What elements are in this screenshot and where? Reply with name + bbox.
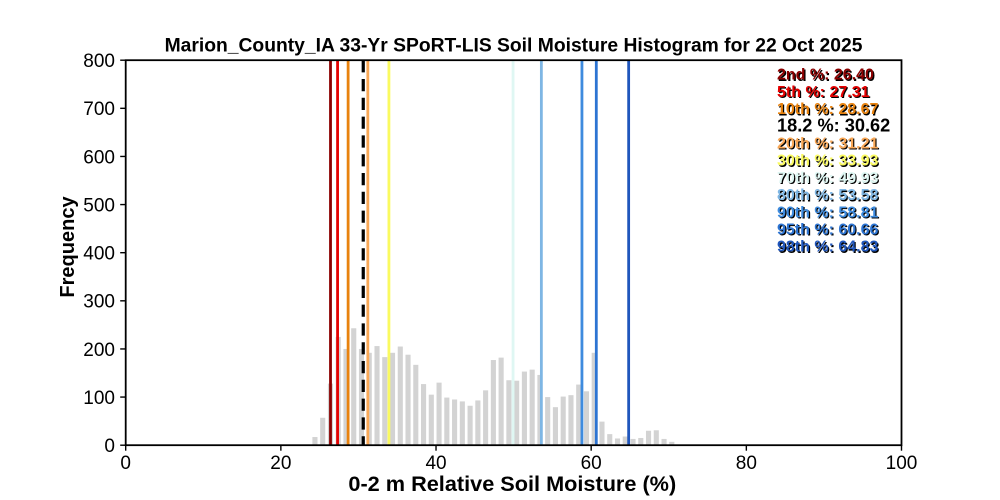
svg-text:18.2 %: 30.62: 18.2 %: 30.62	[777, 115, 890, 135]
svg-text:700: 700	[83, 99, 115, 120]
svg-text:0: 0	[104, 436, 115, 457]
svg-text:90th %: 58.81: 90th %: 58.81	[778, 206, 879, 223]
svg-text:300: 300	[83, 292, 115, 313]
svg-text:2nd %: 26.40: 2nd %: 26.40	[778, 68, 875, 85]
svg-text:10th %: 28.67: 10th %: 28.67	[777, 101, 878, 118]
svg-text:80th %: 53.58: 80th %: 53.58	[778, 188, 879, 205]
svg-text:90th %: 58.81: 90th %: 58.81	[777, 204, 878, 221]
svg-text:800: 800	[83, 51, 115, 72]
svg-text:100: 100	[83, 388, 115, 409]
svg-text:95th %: 60.66: 95th %: 60.66	[777, 222, 878, 239]
svg-text:Frequency: Frequency	[57, 196, 79, 298]
svg-text:70th %: 49.93: 70th %: 49.93	[777, 170, 878, 187]
svg-text:30th %: 33.93: 30th %: 33.93	[778, 154, 879, 171]
svg-text:40: 40	[425, 453, 446, 474]
svg-text:60: 60	[581, 453, 602, 474]
svg-text:0: 0	[120, 453, 131, 474]
svg-text:5th %: 27.31: 5th %: 27.31	[778, 85, 871, 102]
svg-text:95th %: 60.66: 95th %: 60.66	[778, 223, 879, 240]
svg-text:70th %: 49.93: 70th %: 49.93	[778, 171, 879, 188]
svg-text:20th %: 31.21: 20th %: 31.21	[778, 137, 879, 154]
svg-text:10th %: 28.67: 10th %: 28.67	[778, 102, 879, 119]
svg-text:98th %: 64.83: 98th %: 64.83	[778, 240, 879, 257]
svg-text:5th %: 27.31: 5th %: 27.31	[777, 84, 870, 101]
svg-text:80: 80	[736, 453, 757, 474]
svg-text:400: 400	[83, 244, 115, 265]
svg-text:500: 500	[83, 195, 115, 216]
svg-text:600: 600	[83, 147, 115, 168]
svg-text:Marion_County_IA 33-Yr SPoRT-L: Marion_County_IA 33-Yr SPoRT-LIS Soil Mo…	[165, 36, 863, 57]
svg-text:98th %: 64.83: 98th %: 64.83	[777, 239, 878, 256]
svg-text:20: 20	[270, 453, 291, 474]
svg-text:200: 200	[83, 340, 115, 361]
svg-text:20th %: 31.21: 20th %: 31.21	[777, 136, 878, 153]
svg-text:2nd %: 26.40: 2nd %: 26.40	[777, 67, 874, 84]
svg-text:30th %: 33.93: 30th %: 33.93	[777, 153, 878, 170]
svg-text:100: 100	[886, 453, 918, 474]
svg-text:0-2 m Relative Soil Moisture (: 0-2 m Relative Soil Moisture (%)	[348, 471, 676, 496]
svg-text:80th %: 53.58: 80th %: 53.58	[777, 187, 878, 204]
